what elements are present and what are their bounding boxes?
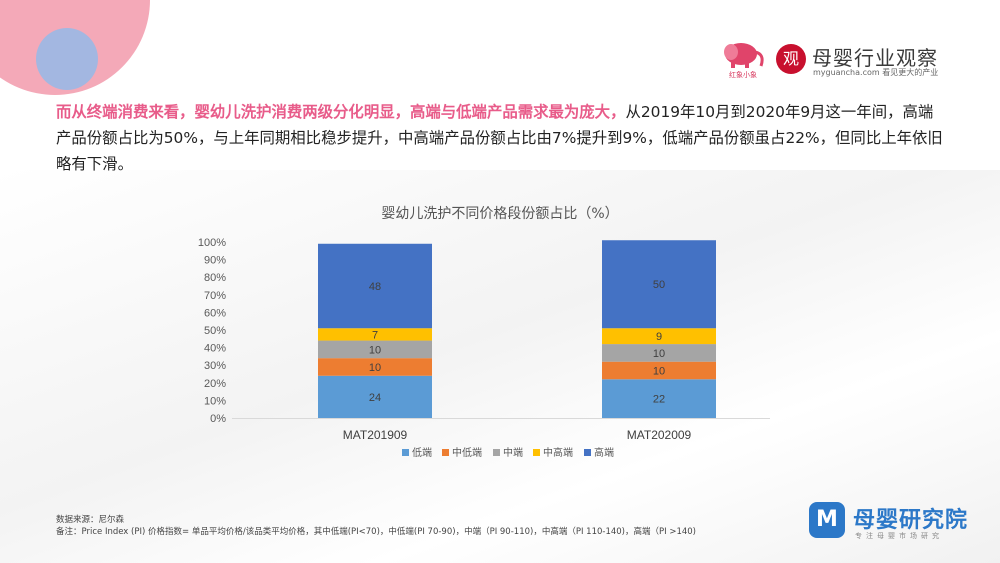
bar-segment [602, 361, 716, 380]
bar-segment [602, 240, 716, 329]
y-tick-label: 60% [204, 307, 226, 319]
bar-segment [318, 340, 432, 359]
y-tick-label: 70% [204, 290, 226, 302]
data-label: 22 [653, 394, 665, 406]
guancha-subtitle: myguancha.com 看见更大的产业 [813, 68, 939, 77]
institute-logo: M 母婴研究院 专注母婴市场研究 [809, 500, 989, 550]
intro-paragraph: 而从终端消费来看，婴幼儿洗护消费两级分化明显，高端与低端产品需求最为庞大，从20… [56, 99, 946, 177]
y-tick-label: 50% [204, 325, 226, 337]
y-tick-label: 80% [204, 272, 226, 284]
data-label: 10 [653, 348, 665, 360]
legend-swatch [442, 449, 449, 456]
y-tick-label: 100% [198, 237, 226, 249]
legend-label: 低端 [412, 446, 432, 459]
institute-name: 母婴研究院 [853, 508, 969, 533]
y-tick-label: 0% [210, 413, 226, 425]
elephant-icon [724, 43, 764, 68]
data-label: 9 [656, 331, 662, 343]
legend-swatch [584, 449, 591, 456]
guancha-title: 母婴行业观察 [812, 46, 938, 70]
guancha-logo: 观 母婴行业观察 myguancha.com 看见更大的产业 [776, 40, 976, 82]
legend-label: 中低端 [452, 446, 482, 459]
legend-swatch [402, 449, 409, 456]
data-label: 10 [369, 344, 381, 356]
bar-segment [318, 358, 432, 376]
legend-swatch [533, 449, 540, 456]
bar-segment [602, 328, 716, 345]
chart-title: 婴幼儿洗护不同价格段份额占比（%） [381, 206, 619, 222]
legend-label: 中高端 [543, 446, 573, 459]
elephant-caption: 红象小象 [729, 71, 757, 79]
guancha-seal: 观 [776, 44, 806, 74]
bar-segment [318, 375, 432, 418]
x-tick-label: MAT202009 [627, 428, 692, 442]
legend-swatch [493, 449, 500, 456]
price-index-note: 备注：Price Index (PI) 价格指数= 单品平均价格/该品类平均价格… [56, 527, 696, 537]
legend-label: 高端 [594, 446, 614, 459]
y-tick-label: 40% [204, 343, 226, 355]
y-tick-label: 10% [204, 395, 226, 407]
data-label: 50 [653, 279, 665, 291]
y-tick-label: 20% [204, 378, 226, 390]
bar-segment [602, 344, 716, 362]
bar-segment [602, 379, 716, 418]
intro-body: 从2019年10月到2020年9月这一年间，高端产品份额占比为50%，与上年同期… [56, 103, 943, 173]
bar-segment [318, 243, 432, 329]
x-tick-label: MAT201909 [343, 428, 408, 442]
data-label: 10 [653, 365, 665, 377]
legend-label: 中端 [503, 446, 523, 459]
data-label: 10 [369, 362, 381, 374]
intro-highlight: 而从终端消费来看，婴幼儿洗护消费两级分化明显，高端与低端产品需求最为庞大， [56, 103, 626, 121]
data-label: 7 [372, 329, 378, 341]
institute-icon: M [809, 502, 845, 538]
data-label: 48 [369, 281, 381, 293]
data-label: 24 [369, 392, 381, 404]
elephant-logo: 红象小象 [719, 40, 767, 82]
y-tick-label: 90% [204, 255, 226, 267]
institute-subtitle: 专注母婴市场研究 [855, 532, 943, 540]
data-source: 数据来源：尼尔森 [56, 515, 125, 525]
decor-blue-circle [36, 28, 98, 90]
background-shape [0, 170, 1000, 563]
bar-segment [318, 328, 432, 341]
y-tick-label: 30% [204, 360, 226, 372]
